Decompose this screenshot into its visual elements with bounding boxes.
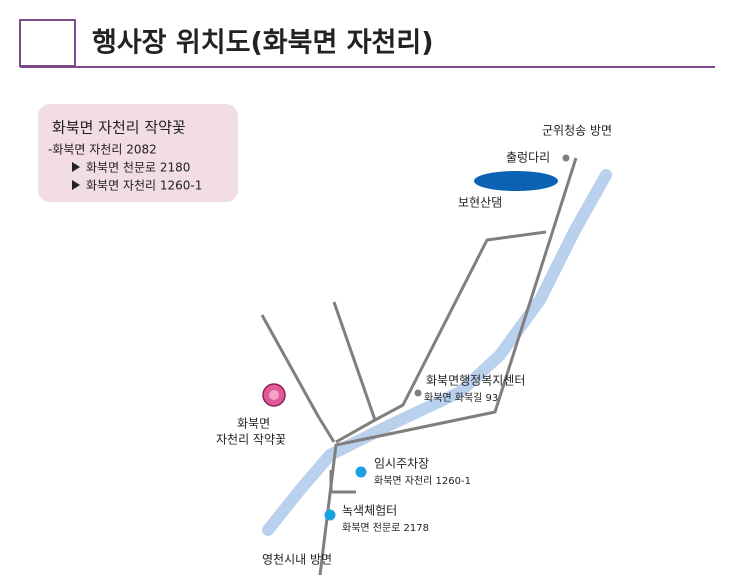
info-box <box>38 104 238 202</box>
map-label: 영천시내 방면 <box>262 552 332 567</box>
bullet <box>72 162 80 172</box>
info-title: 화북면 자천리 작약꽃 <box>52 119 186 137</box>
info-line: -화북면 자천리 2082 <box>48 142 157 157</box>
marker <box>355 466 367 478</box>
bullet <box>72 180 80 190</box>
dam <box>474 171 558 191</box>
map-label: 군위청송 방면 <box>542 124 612 138</box>
map-address: 화북면 자천리 1260-1 <box>374 475 471 487</box>
map-label: 출렁다리 <box>506 151 550 165</box>
road <box>332 301 377 421</box>
river <box>262 169 612 536</box>
map-label: 보현산댐 <box>458 196 502 210</box>
map-label: 화북면 <box>237 417 270 431</box>
map-label: 화북면행정복지센터 <box>426 373 525 388</box>
marker <box>414 389 422 397</box>
road <box>329 470 356 494</box>
road <box>260 314 336 443</box>
flower-icon <box>262 383 286 407</box>
map-address: 화북면 천문로 2178 <box>342 522 429 534</box>
marker <box>562 154 570 162</box>
map-address: 화북면 화북길 93 <box>424 391 498 404</box>
map-label: 녹색체험터 <box>342 504 397 518</box>
map-address: 자천리 작약꽃 <box>216 432 286 447</box>
info-line: 화북면 천문로 2180 <box>86 160 190 175</box>
title-box <box>19 19 76 67</box>
info-line: 화북면 자천리 1260-1 <box>86 178 202 193</box>
title: 행사장 위치도(화북면 자천리) <box>92 28 434 59</box>
marker <box>324 509 336 521</box>
map-label: 임시주차장 <box>374 457 429 471</box>
road <box>335 230 547 444</box>
